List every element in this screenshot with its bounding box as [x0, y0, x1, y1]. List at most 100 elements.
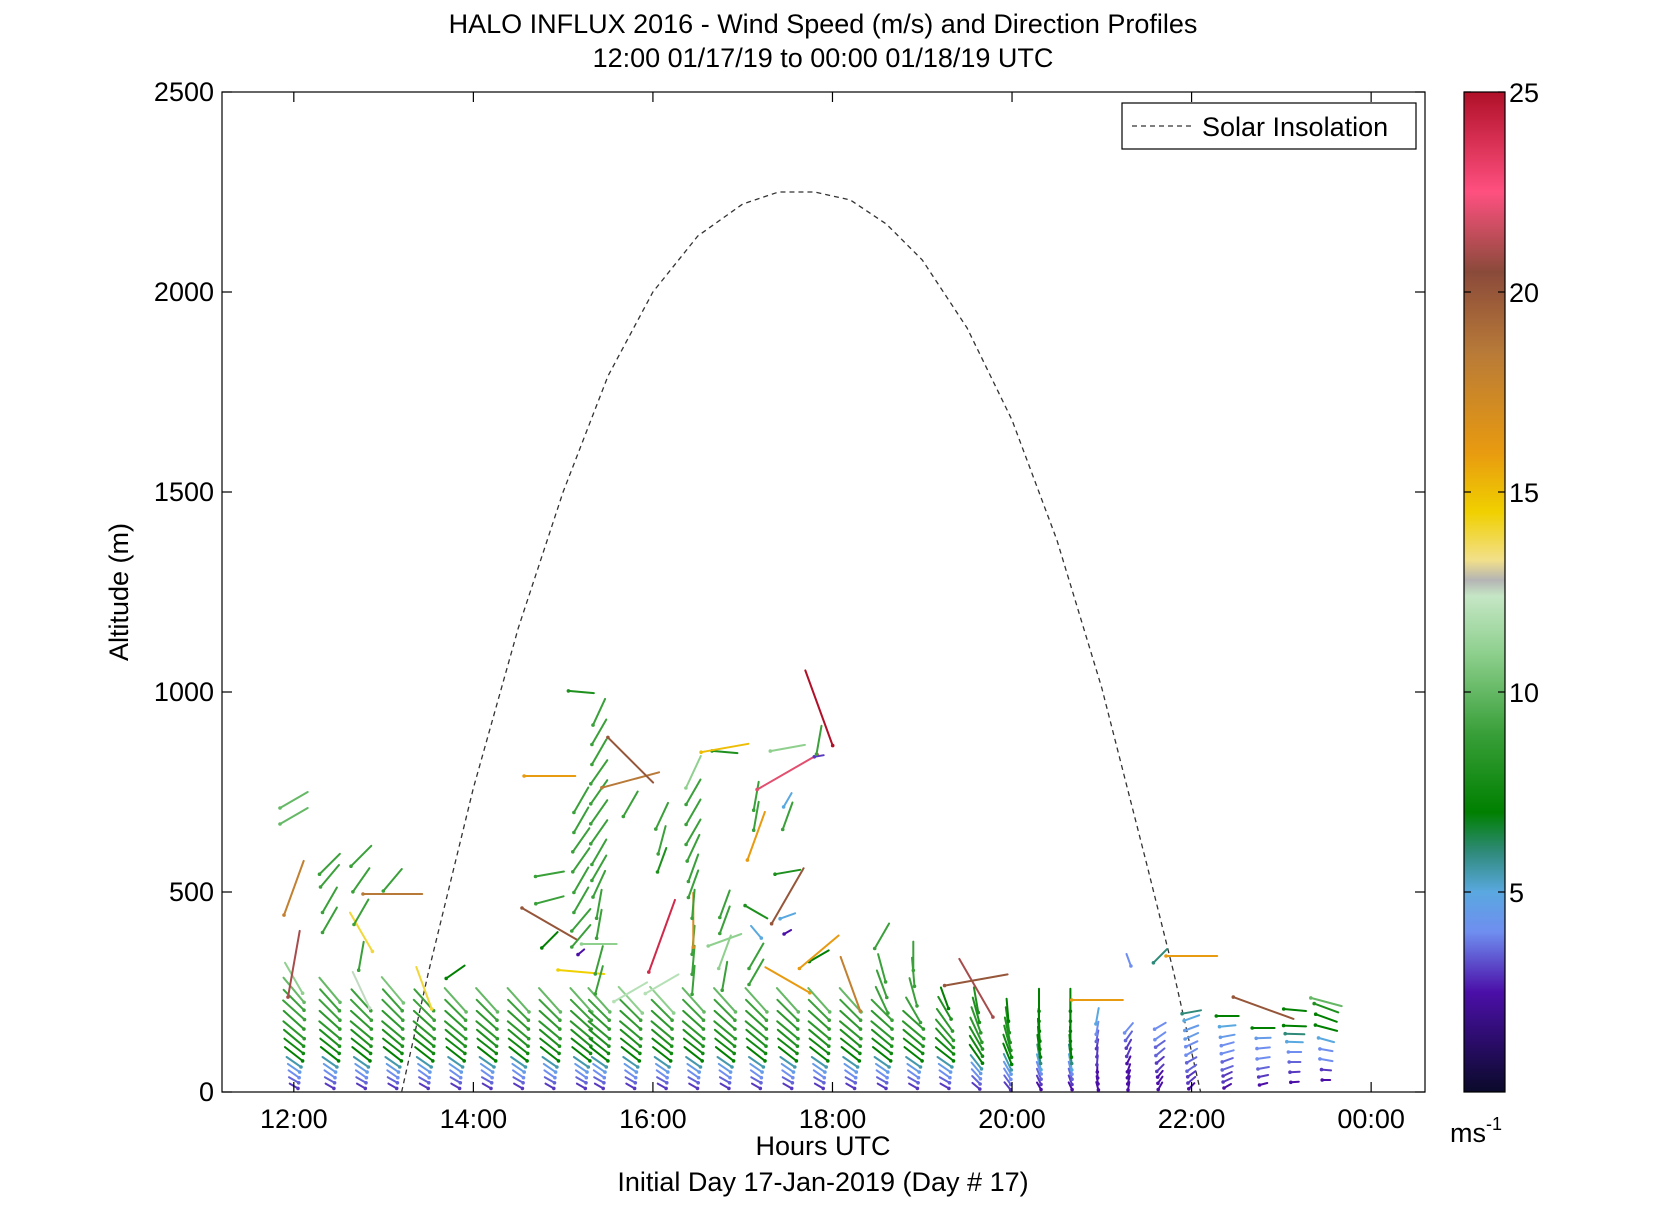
wind-vector [571, 827, 591, 853]
wind-vector [872, 1046, 892, 1062]
wind-vector [718, 889, 731, 919]
wind-vector-head [1221, 1080, 1225, 1084]
wind-vector-head [585, 1070, 589, 1074]
wind-vector-head [1219, 1043, 1224, 1048]
wind-vector-head [763, 1051, 768, 1056]
wind-vector-head [401, 1001, 406, 1005]
wind-vector-head [980, 1061, 985, 1065]
wind-vector-head [1070, 1077, 1074, 1082]
wind-vector-head [1217, 1024, 1222, 1029]
wind-vector [538, 1020, 562, 1040]
wind-vector [1256, 1066, 1270, 1070]
wind-vector-head [640, 1011, 645, 1015]
wind-vector [572, 786, 590, 814]
wind-vector-head [381, 889, 386, 893]
wind-vector-head [912, 984, 917, 989]
wind-vector-head [795, 1044, 800, 1048]
wind-vector [681, 987, 705, 1013]
wind-vector-head [733, 1036, 737, 1041]
wind-vector-head [716, 966, 721, 971]
wind-vector-head [812, 755, 817, 759]
wind-vector [717, 934, 732, 970]
wind-vector-head [855, 1065, 860, 1069]
wind-vector [567, 689, 595, 695]
wind-vector [538, 998, 561, 1022]
wind-vector-head [706, 944, 710, 948]
wind-vector-head [495, 1010, 500, 1014]
wind-vector-head [320, 930, 325, 935]
wind-vector [1123, 1022, 1134, 1034]
wind-vector [779, 1056, 796, 1068]
wind-vector-head [1096, 1088, 1101, 1092]
wind-vector-head [526, 1036, 531, 1041]
wind-vector-head [758, 1086, 763, 1091]
colorbar-unit-exponent: -1 [1486, 1114, 1502, 1134]
wind-vector [746, 1046, 766, 1062]
wind-vector [781, 801, 794, 831]
wind-vector [354, 1062, 369, 1074]
wind-vector-head [572, 910, 576, 915]
wind-vector-head [859, 1036, 863, 1041]
wind-vector-head [302, 1008, 306, 1012]
wind-vector [1255, 1036, 1272, 1040]
wind-vector-head [533, 874, 538, 879]
wind-vector-head [886, 1011, 890, 1015]
wind-vector [707, 933, 743, 947]
wind-vector-head [463, 1027, 468, 1031]
wind-vector-head [822, 1081, 826, 1085]
wind-vector [1002, 1042, 1013, 1066]
wind-vector [587, 998, 611, 1022]
wind-vector [700, 742, 750, 754]
wind-vector-head [606, 1059, 610, 1063]
wind-vector [589, 799, 609, 825]
wind-vector-head [429, 1065, 434, 1069]
wind-vector-head [1313, 1012, 1318, 1016]
wind-vector-head [915, 1086, 920, 1091]
wind-vector [935, 1007, 954, 1033]
wind-vector-head [720, 988, 724, 992]
wind-vector [477, 1046, 497, 1062]
wind-vector-head [1124, 1054, 1129, 1059]
wind-vector [542, 1062, 557, 1074]
wind-vector-head [1164, 954, 1168, 958]
wind-vector-head [337, 1008, 342, 1013]
wind-vector-head [1125, 1082, 1130, 1086]
wind-vector [443, 987, 468, 1013]
wind-vector [476, 1028, 498, 1048]
wind-vector-head [765, 1010, 769, 1014]
wind-vector-head [1183, 1037, 1187, 1041]
wind-vector-head [797, 966, 802, 971]
wind-vector-head [1006, 1019, 1011, 1023]
wind-vector-head [282, 913, 286, 917]
wind-vector [624, 1069, 637, 1079]
wind-vector [381, 1020, 404, 1040]
wind-vector [1185, 1047, 1199, 1057]
wind-vector [590, 854, 608, 882]
wind-vector [594, 945, 604, 975]
wind-vector [744, 987, 768, 1013]
colorbar-tick-label: 15 [1509, 478, 1539, 508]
wind-vector-head [769, 921, 774, 926]
wind-vector-head [369, 1018, 374, 1022]
x-tick-label: 00:00 [1337, 1104, 1405, 1134]
wind-vector-head [827, 1027, 831, 1031]
wind-vector-head [1069, 1055, 1074, 1059]
wind-vector-head [584, 1081, 588, 1085]
wind-vector-head [1095, 1055, 1099, 1059]
wind-vector-head [1069, 998, 1074, 1002]
colorbar-tick-label: 5 [1509, 878, 1524, 908]
wind-vector [353, 898, 370, 926]
wind-vector [284, 1046, 304, 1062]
wind-vector [319, 1046, 340, 1062]
wind-vector [382, 868, 403, 892]
wind-vector-head [1009, 1072, 1013, 1076]
wind-vector-head [490, 1070, 495, 1074]
wind-vector-head [686, 895, 691, 900]
wind-vector [475, 1009, 498, 1031]
wind-vector [619, 1028, 642, 1048]
wind-vector-head [980, 1047, 985, 1051]
wind-vector-head [589, 822, 593, 826]
wind-vector-head [830, 743, 835, 748]
wind-vector-head [398, 1065, 402, 1069]
wind-vector-head [884, 1081, 889, 1085]
